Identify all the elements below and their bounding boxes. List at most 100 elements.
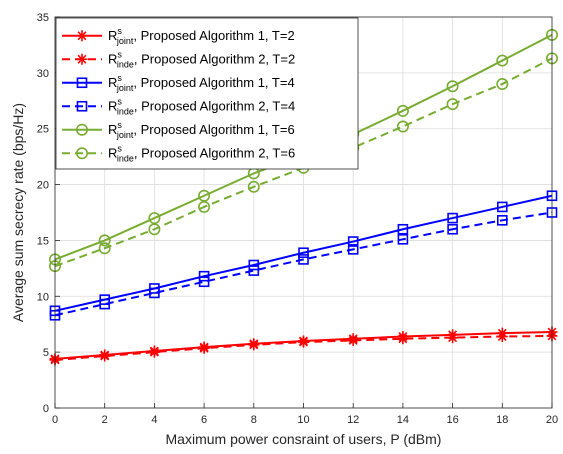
series-point xyxy=(248,259,260,271)
series-point xyxy=(496,78,509,91)
legend-marker xyxy=(76,53,88,65)
legend-entry: Rs joint, Proposed Algorithm 1, T=2 xyxy=(62,26,295,46)
legend-symbol: R xyxy=(108,122,117,137)
x-tick-label: 10 xyxy=(297,414,309,426)
y-tick-label: 25 xyxy=(37,124,49,136)
legend-superscript: s xyxy=(117,96,122,106)
series-point xyxy=(298,336,309,348)
legend-label: Rs joint, Proposed Algorithm 1, T=4 xyxy=(108,73,295,93)
y-tick-label: 20 xyxy=(37,180,49,192)
legend-symbol: R xyxy=(108,28,117,43)
series-point xyxy=(447,223,458,235)
series-point xyxy=(397,234,409,245)
legend-entry: Rs joint, Proposed Algorithm 1, T=6 xyxy=(62,120,295,140)
series-point xyxy=(496,215,508,226)
legend-entry: Rs inde, Proposed Algorithm 2, T=6 xyxy=(62,143,295,163)
series-point xyxy=(496,201,508,213)
legend-subscript: joint xyxy=(116,36,134,46)
legend-subscript: inde xyxy=(117,153,134,163)
legend-superscript: s xyxy=(117,49,122,59)
x-tick-label: 16 xyxy=(446,414,458,426)
series-point xyxy=(148,346,160,358)
legend-symbol: R xyxy=(108,51,117,66)
series-point xyxy=(248,265,260,276)
legend-marker xyxy=(76,30,88,42)
legend-marker xyxy=(76,77,88,89)
legend-subscript: joint xyxy=(116,130,134,140)
legend-label: Rs joint, Proposed Algorithm 1, T=6 xyxy=(108,120,295,140)
series-point xyxy=(148,223,161,236)
x-tick-label: 20 xyxy=(546,414,558,426)
legend-subscript: inde xyxy=(117,59,134,69)
y-axis-label: Average sum secrecy rate (bps/Hz) xyxy=(10,103,26,322)
legend-description: , Proposed Algorithm 2, T=2 xyxy=(134,51,295,66)
y-tick-label: 35 xyxy=(37,12,49,24)
x-tick-label: 2 xyxy=(102,414,108,426)
series-line xyxy=(54,211,553,317)
legend-superscript: s xyxy=(117,73,122,83)
legend-label: Rs inde, Proposed Algorithm 2, T=6 xyxy=(108,143,295,163)
y-tick-label: 5 xyxy=(43,347,49,359)
x-tick-label: 14 xyxy=(397,414,409,426)
legend-subscript: inde xyxy=(117,106,134,116)
legend-description: , Proposed Algorithm 1, T=2 xyxy=(133,28,294,43)
legend-superscript: s xyxy=(117,120,122,130)
x-tick-label: 4 xyxy=(151,414,157,426)
series-point xyxy=(98,234,111,247)
legend-symbol: R xyxy=(108,98,117,113)
legend-label: Rs joint, Proposed Algorithm 1, T=2 xyxy=(108,26,295,46)
legend-symbol: R xyxy=(108,75,117,90)
series-line xyxy=(54,194,553,312)
x-tick-label: 12 xyxy=(347,414,359,426)
series-point xyxy=(397,333,409,345)
series-point xyxy=(496,54,509,67)
legend-subscript: joint xyxy=(116,83,134,93)
legend-entry: Rs inde, Proposed Algorithm 2, T=4 xyxy=(62,96,295,116)
legend-superscript: s xyxy=(117,143,122,153)
series-point xyxy=(198,270,210,282)
y-tick-label: 10 xyxy=(37,291,49,303)
series-point xyxy=(99,298,110,310)
series-point xyxy=(347,236,359,247)
y-ticks: 0 5 10 15 20 25 30 35 xyxy=(37,12,60,415)
legend: Rs joint, Proposed Algorithm 1, T=2Rs inde… xyxy=(55,17,359,170)
series-point xyxy=(298,254,309,265)
legend-description: , Proposed Algorithm 2, T=6 xyxy=(134,145,295,160)
series-point xyxy=(248,339,260,351)
series-point xyxy=(198,276,210,288)
y-tick-label: 0 xyxy=(43,403,49,415)
x-tick-label: 6 xyxy=(201,414,207,426)
legend-description: , Proposed Algorithm 1, T=6 xyxy=(133,122,294,137)
series-point xyxy=(298,247,309,259)
legend-marker xyxy=(76,100,88,112)
legend-label: Rs inde, Proposed Algorithm 2, T=2 xyxy=(108,49,295,69)
series-point xyxy=(98,242,111,255)
series-point xyxy=(198,342,210,354)
series-point xyxy=(396,104,409,117)
series-point xyxy=(347,244,359,255)
legend-marker xyxy=(76,123,89,136)
legend-box xyxy=(55,17,359,170)
legend-description: , Proposed Algorithm 1, T=4 xyxy=(133,75,294,90)
series-point xyxy=(446,98,459,111)
series-point xyxy=(447,212,458,224)
series-point xyxy=(198,200,211,213)
legend-marker xyxy=(76,147,89,160)
legend-label: Rs inde, Proposed Algorithm 2, T=4 xyxy=(108,96,295,116)
legend-entry: Rs inde, Proposed Algorithm 2, T=2 xyxy=(62,49,295,69)
series-point xyxy=(396,120,409,133)
series-point xyxy=(397,223,409,235)
legend-description: , Proposed Algorithm 2, T=4 xyxy=(134,98,295,113)
series-point xyxy=(247,180,260,193)
x-tick-label: 18 xyxy=(496,414,508,426)
x-ticks: 0 2 4 6 8 10 12 14 16 18 20 xyxy=(52,403,558,426)
y-tick-label: 15 xyxy=(37,235,49,247)
series-point xyxy=(447,332,459,344)
series-point xyxy=(347,334,359,346)
y-tick-label: 30 xyxy=(37,68,49,80)
legend-entry: Rs joint, Proposed Algorithm 1, T=4 xyxy=(62,73,295,93)
legend-symbol: R xyxy=(108,145,117,160)
x-tick-label: 0 xyxy=(52,414,58,426)
x-axis-label: Maximum power consraint of users, P (dBm… xyxy=(166,431,442,447)
